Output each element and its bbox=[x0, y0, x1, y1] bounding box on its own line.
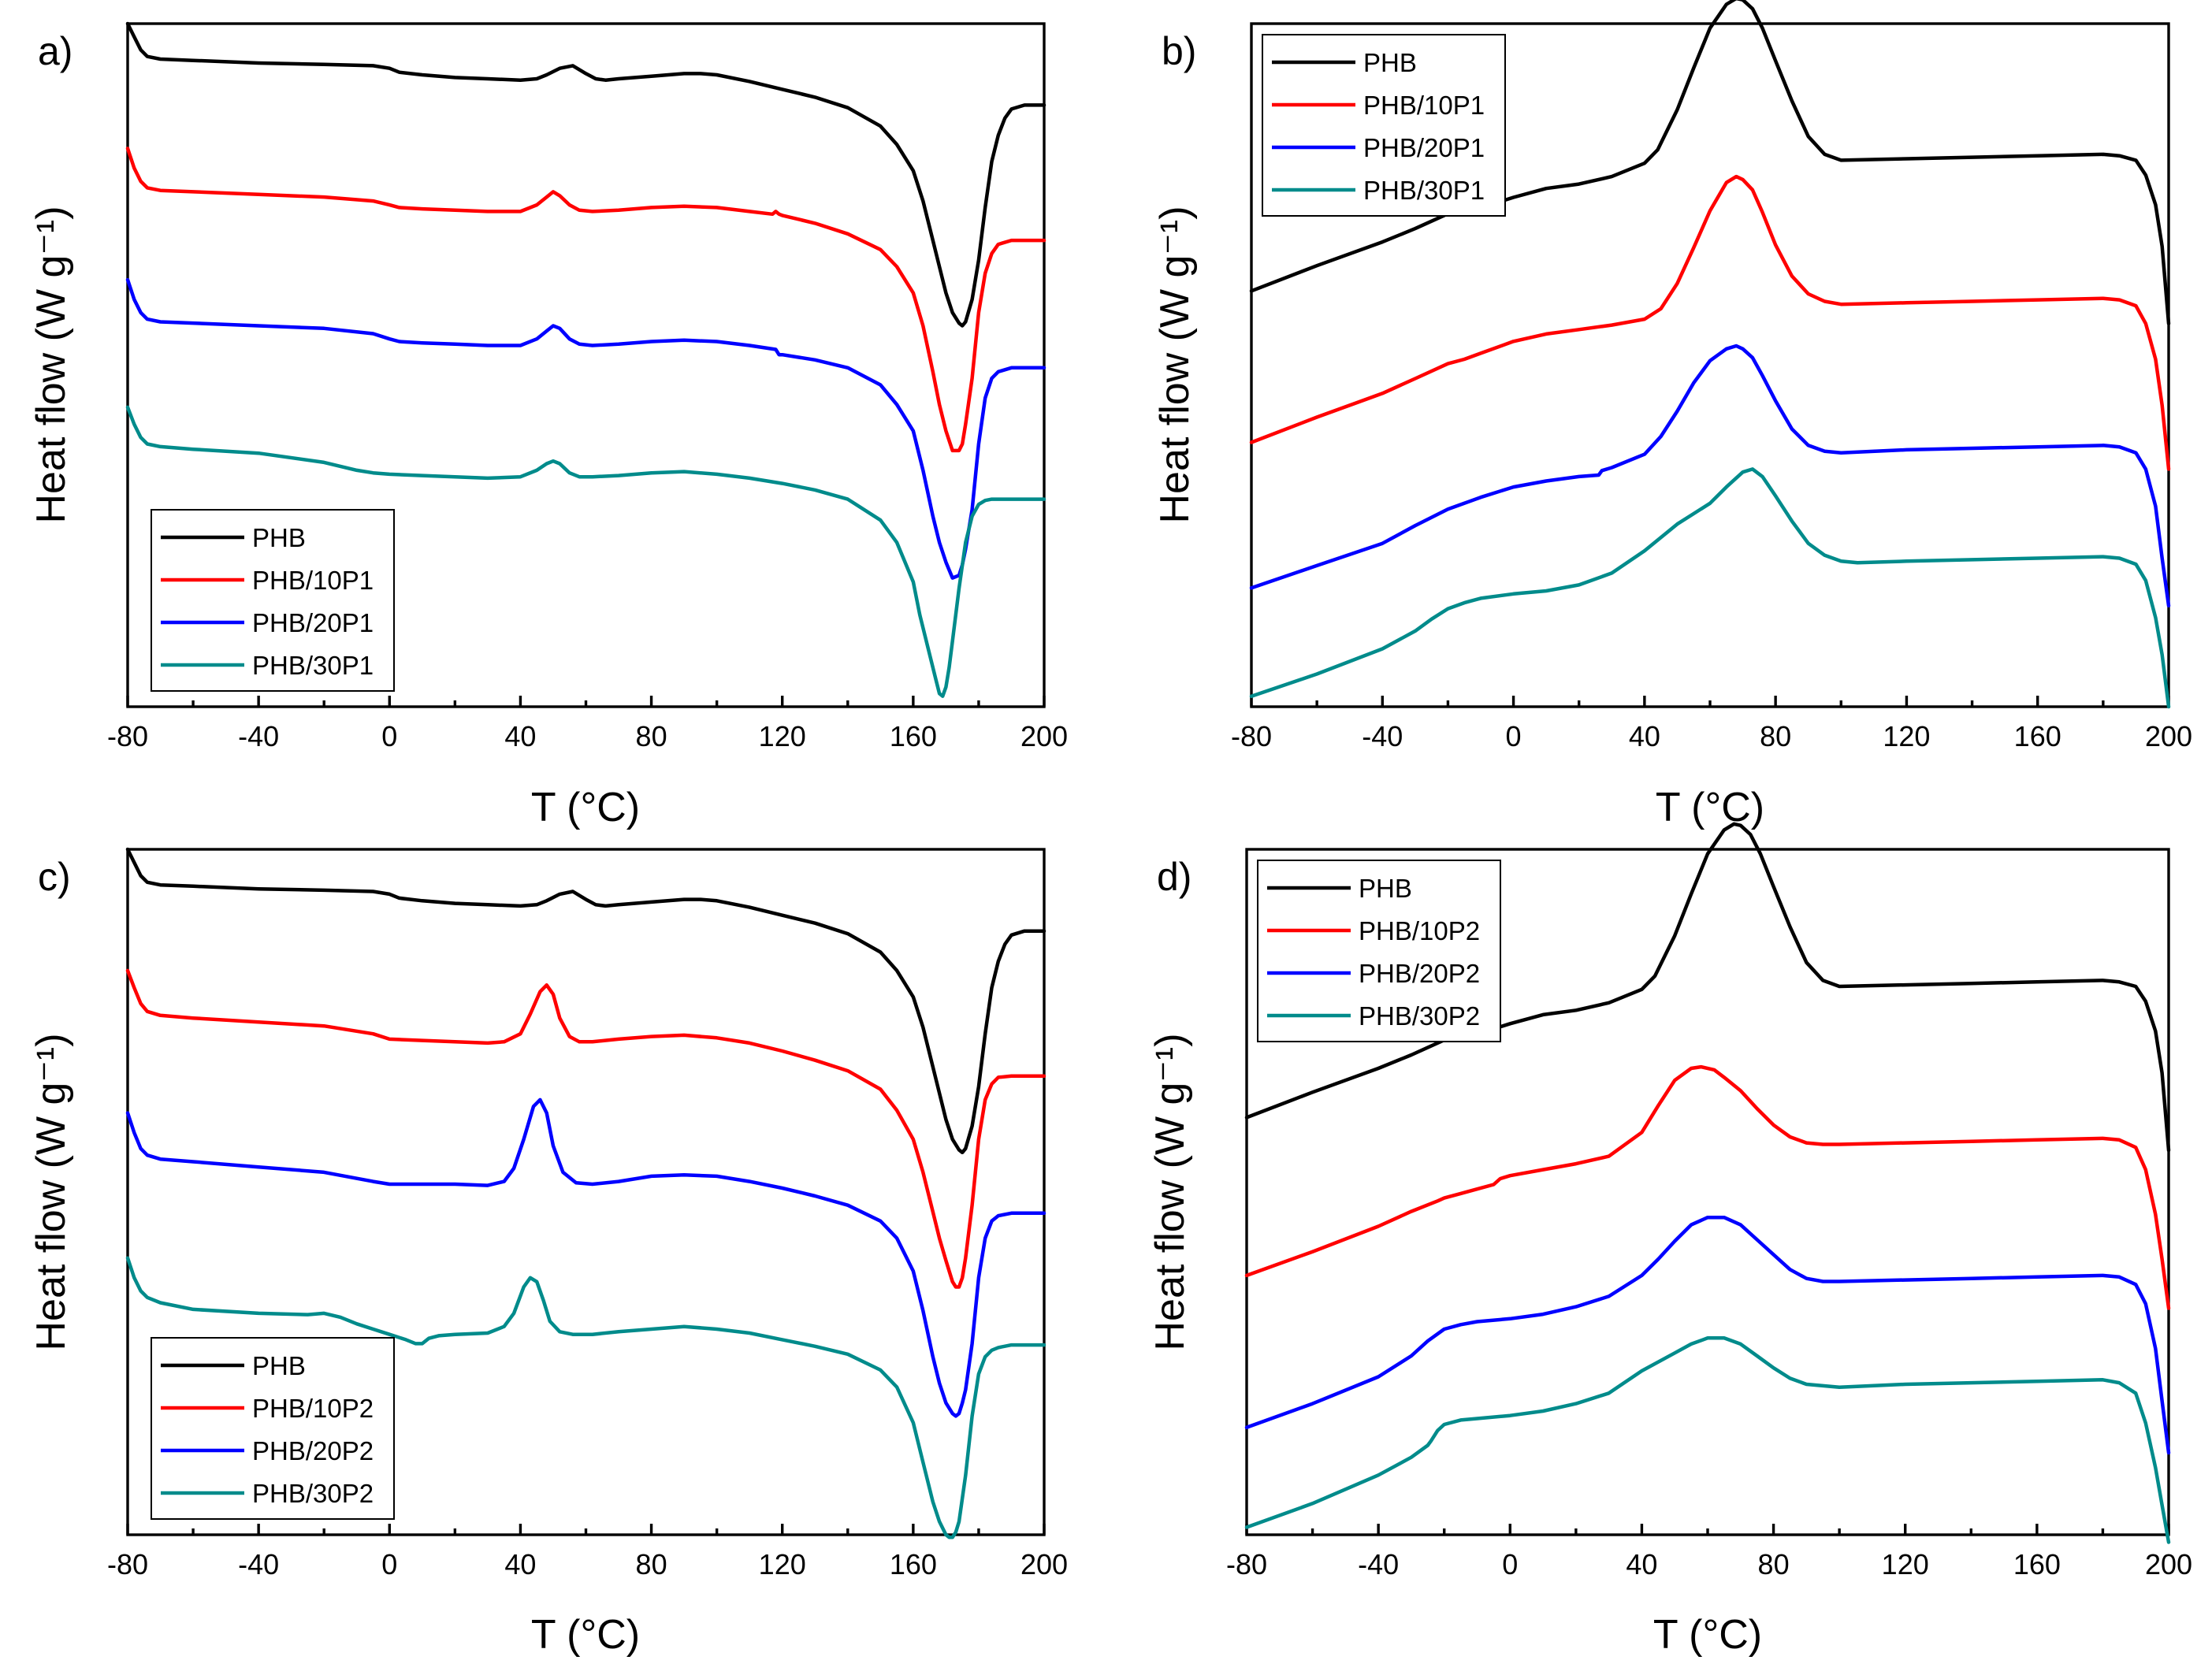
legend-label: PHB/10P1 bbox=[1363, 91, 1485, 120]
x-tick-label: -80 bbox=[107, 1548, 148, 1580]
panel-label-d: d) bbox=[1157, 855, 1192, 899]
y-axis-title-c: Heat flow (W g⁻¹) bbox=[28, 1033, 74, 1350]
series-line-phb-10p1 bbox=[1249, 174, 2171, 471]
legend-label: PHB/10P1 bbox=[252, 566, 374, 595]
series-line-phb-10p2 bbox=[125, 968, 1047, 1289]
x-axis-title-d: T (°C) bbox=[1653, 1612, 1762, 1658]
legend-box bbox=[151, 1337, 395, 1520]
legend-box bbox=[1262, 34, 1506, 217]
x-tick-label: 0 bbox=[381, 1548, 397, 1580]
panel-b: b) T (°C) Heat flow (W g⁻¹) -80 -40 0 40 80 1… bbox=[1152, 0, 2192, 830]
panel-label-c: c) bbox=[38, 855, 71, 899]
series-line-phb bbox=[125, 21, 1047, 328]
x-tick-label: -80 bbox=[1231, 720, 1272, 752]
legend-label: PHB/20P1 bbox=[1363, 133, 1485, 162]
legend-label: PHB/20P2 bbox=[252, 1436, 374, 1465]
panel-a: a) T (°C) Heat flow (W g⁻¹) -80 -40 0 40 80 1… bbox=[28, 21, 1068, 830]
panel-label-a: a) bbox=[38, 29, 72, 73]
legend-label: PHB bbox=[252, 1351, 306, 1380]
series-line-phb-20p2 bbox=[125, 1097, 1047, 1418]
x-tick-label: 200 bbox=[1020, 720, 1068, 752]
legend-label: PHB/30P2 bbox=[1359, 1001, 1480, 1031]
legend-label: PHB/30P1 bbox=[1363, 176, 1485, 205]
x-tick-label: 160 bbox=[2014, 720, 2061, 752]
x-tick-label: -80 bbox=[1226, 1548, 1267, 1580]
x-tick-label: -40 bbox=[1362, 720, 1403, 752]
series-line-phb-30p2 bbox=[125, 1256, 1047, 1539]
legend-label: PHB/10P2 bbox=[1359, 916, 1480, 945]
series-line-phb-10p2 bbox=[1244, 1064, 2171, 1310]
x-tick-label: 0 bbox=[1502, 1548, 1518, 1580]
series-line-phb-30p2 bbox=[1244, 1336, 2171, 1544]
x-tick-label: 200 bbox=[2145, 720, 2192, 752]
panel-label-b: b) bbox=[1162, 29, 1196, 73]
panel-d: d) T (°C) Heat flow (W g⁻¹) -80 -40 0 40 80 1… bbox=[1147, 822, 2192, 1658]
x-tick-label: 120 bbox=[759, 720, 806, 752]
y-axis-title-d: Heat flow (W g⁻¹) bbox=[1147, 1033, 1193, 1350]
legend-label: PHB bbox=[1363, 48, 1417, 77]
series-line-phb bbox=[125, 847, 1047, 1155]
panel-c: c) T (°C) Heat flow (W g⁻¹) -80 -40 0 40 80 1… bbox=[28, 847, 1068, 1658]
x-tick-label: 40 bbox=[1629, 720, 1660, 752]
x-tick-label: 120 bbox=[1882, 1548, 1929, 1580]
series-line-phb-10p1 bbox=[125, 147, 1047, 453]
x-tick-label: -40 bbox=[1358, 1548, 1399, 1580]
x-tick-label: 200 bbox=[1020, 1548, 1068, 1580]
legend-label: PHB/20P1 bbox=[252, 608, 374, 637]
x-tick-label: 80 bbox=[636, 720, 667, 752]
x-tick-label: 80 bbox=[1760, 720, 1791, 752]
x-tick-label: 120 bbox=[1883, 720, 1930, 752]
legend-box bbox=[1257, 860, 1501, 1042]
series-line-phb-30p1 bbox=[1249, 467, 2171, 709]
x-axis-title-b: T (°C) bbox=[1656, 785, 1764, 830]
series-line-phb-30p1 bbox=[125, 405, 1047, 698]
x-tick-label: -40 bbox=[238, 1548, 279, 1580]
x-tick-label: 160 bbox=[890, 1548, 937, 1580]
x-tick-label: 0 bbox=[1506, 720, 1522, 752]
x-tick-label: -40 bbox=[238, 720, 279, 752]
x-axis-title-a: T (°C) bbox=[531, 785, 640, 830]
x-axis-title-c: T (°C) bbox=[531, 1612, 640, 1658]
legend-label: PHB/30P2 bbox=[252, 1479, 374, 1508]
y-axis-title-a: Heat flow (W g⁻¹) bbox=[28, 206, 74, 523]
legend-label: PHB/20P2 bbox=[1359, 959, 1480, 988]
y-axis-title-b: Heat flow (W g⁻¹) bbox=[1152, 206, 1198, 523]
legend-label: PHB bbox=[1359, 874, 1412, 903]
x-tick-label: 40 bbox=[504, 1548, 536, 1580]
x-tick-label: 0 bbox=[381, 720, 397, 752]
legend-label: PHB bbox=[252, 523, 306, 552]
series-line-phb-20p1 bbox=[1249, 344, 2171, 608]
x-tick-label: -80 bbox=[107, 720, 148, 752]
legend-label: PHB/30P1 bbox=[252, 651, 374, 680]
x-tick-label: 80 bbox=[636, 1548, 667, 1580]
legend-box bbox=[151, 509, 395, 692]
series-line-phb-20p2 bbox=[1244, 1215, 2171, 1455]
x-tick-label: 40 bbox=[504, 720, 536, 752]
x-tick-label: 200 bbox=[2145, 1548, 2192, 1580]
x-tick-label: 80 bbox=[1758, 1548, 1790, 1580]
legend-label: PHB/10P2 bbox=[252, 1394, 374, 1423]
x-tick-label: 160 bbox=[890, 720, 937, 752]
x-tick-label: 40 bbox=[1626, 1548, 1657, 1580]
x-tick-label: 160 bbox=[2013, 1548, 2061, 1580]
x-tick-label: 120 bbox=[759, 1548, 806, 1580]
